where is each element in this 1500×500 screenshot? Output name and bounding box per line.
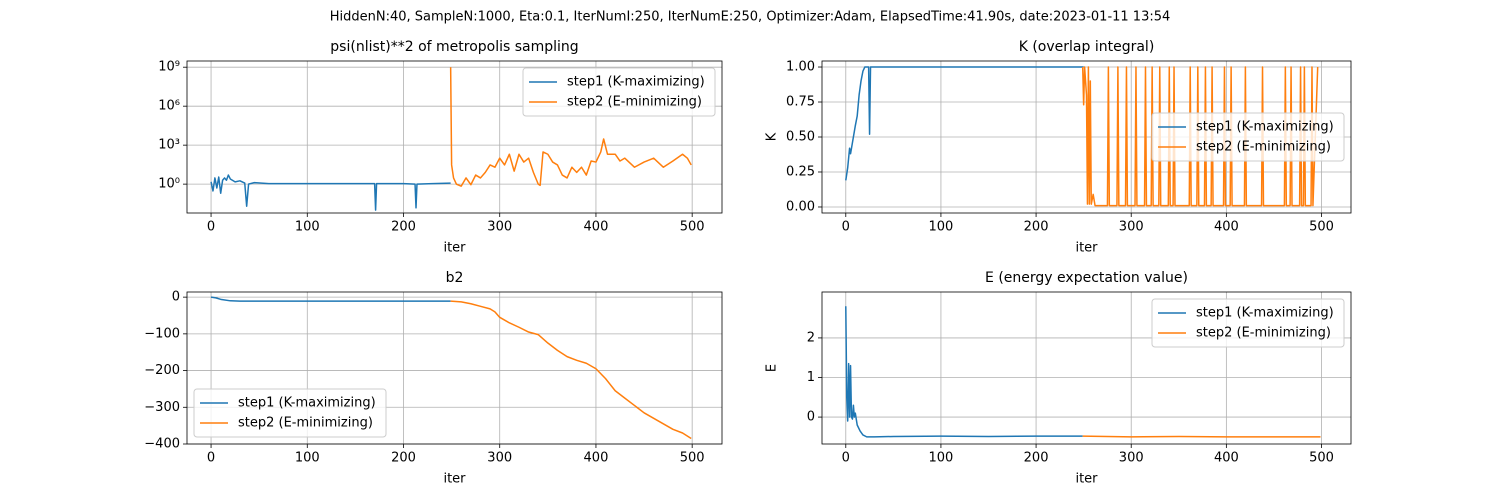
subplot: 0 100 200 300 400 500 −400 −300 −200 −100 0 b2 iter s… <box>144 270 723 487</box>
y-tick-label: 1 <box>807 370 815 385</box>
x-tick-label: 200 <box>391 220 416 235</box>
x-tick-label: 100 <box>929 451 954 466</box>
y-tick-label: −300 <box>144 400 180 415</box>
data-line <box>1082 435 1321 438</box>
x-tick-label: 500 <box>680 451 705 466</box>
legend-label: step2 (E-minimizing) <box>1196 140 1331 155</box>
subplot-title: psi(nlist)**2 of metropolis sampling <box>330 39 578 55</box>
y-tick-label: 0 <box>172 290 180 305</box>
x-tick-label: 400 <box>584 220 609 235</box>
y-tick-label: 10⁶ <box>158 99 180 114</box>
axes-frame <box>821 60 1352 214</box>
y-tick-label: 10⁹ <box>158 60 180 75</box>
x-tick-label: 300 <box>487 451 512 466</box>
legend: step1 (K-maximizing) step2 (E-minimizing) <box>193 388 387 438</box>
x-tick-label: 400 <box>1214 451 1239 466</box>
x-tick-label: 100 <box>295 220 320 235</box>
x-tick-label: 400 <box>1214 220 1239 235</box>
data-line <box>210 174 451 211</box>
legend-label: step2 (E-minimizing) <box>567 95 702 110</box>
y-tick-label: −400 <box>144 437 180 452</box>
x-tick-label: 0 <box>842 451 850 466</box>
x-axis-label: iter <box>1075 241 1098 256</box>
x-tick-label: 200 <box>1024 451 1049 466</box>
y-tick-label: 0.00 <box>786 199 815 214</box>
y-tick-label: 0.50 <box>786 130 815 145</box>
x-tick-label: 200 <box>391 451 416 466</box>
legend-label: step1 (K-maximizing) <box>567 75 705 90</box>
y-tick-label: −100 <box>144 326 180 341</box>
y-axis-label: K <box>765 132 780 141</box>
subplot: 0 100 200 300 400 500 0.00 0.25 0.50 0.75 1.00 K (o… <box>765 39 1352 256</box>
legend-label: step2 (E-minimizing) <box>1196 326 1331 341</box>
data-line <box>845 66 1084 181</box>
y-axis-label: E <box>765 364 780 372</box>
x-tick-label: 500 <box>1309 220 1334 235</box>
x-tick-label: 0 <box>207 451 215 466</box>
y-tick-label: 10³ <box>158 138 180 153</box>
x-axis-label: iter <box>443 472 466 487</box>
x-tick-label: 300 <box>1119 220 1144 235</box>
y-tick-label: 0.25 <box>786 164 815 179</box>
x-tick-label: 500 <box>1309 451 1334 466</box>
x-tick-label: 0 <box>207 220 215 235</box>
legend-box <box>1151 298 1345 348</box>
legend-label: step1 (K-maximizing) <box>238 396 376 411</box>
data-line <box>449 67 692 187</box>
x-tick-label: 400 <box>584 451 609 466</box>
x-tick-label: 500 <box>680 220 705 235</box>
legend-box <box>522 67 716 117</box>
y-tick-label: −200 <box>144 363 180 378</box>
x-axis-label: iter <box>1075 472 1098 487</box>
legend-box <box>193 388 387 438</box>
y-tick-label: 1.00 <box>786 60 815 75</box>
legend-label: step2 (E-minimizing) <box>238 416 373 431</box>
subplot-title: E (energy expectation value) <box>985 270 1188 286</box>
subplot-title: K (overlap integral) <box>1019 39 1155 55</box>
subplot: 0 100 200 300 400 500 10⁰ 10³ 10⁶ 10⁹ psi(nlist)**… <box>158 39 723 256</box>
data-line <box>845 306 1083 438</box>
x-axis-label: iter <box>443 241 466 256</box>
x-tick-label: 100 <box>295 451 320 466</box>
axes-frame <box>186 291 723 445</box>
legend: step1 (K-maximizing) step2 (E-minimizing) <box>1151 298 1345 348</box>
x-tick-label: 300 <box>1119 451 1144 466</box>
axes-frame <box>186 60 723 214</box>
legend: step1 (K-maximizing) step2 (E-minimizing) <box>522 67 716 117</box>
x-tick-label: 0 <box>842 220 850 235</box>
subplot: 0 100 200 300 400 500 0 1 2 E (energy expectation… <box>765 270 1352 487</box>
legend-label: step1 (K-maximizing) <box>1196 306 1334 321</box>
y-tick-label: 10⁰ <box>158 177 180 192</box>
y-tick-label: 2 <box>807 330 815 345</box>
x-tick-label: 200 <box>1024 220 1049 235</box>
data-line <box>450 300 692 440</box>
subplot-title: b2 <box>446 270 464 286</box>
data-line <box>210 296 451 302</box>
x-tick-label: 300 <box>487 220 512 235</box>
y-tick-label: 0.75 <box>786 95 815 110</box>
legend: step1 (K-maximizing) step2 (E-minimizing) <box>1151 112 1345 162</box>
y-tick-label: 0 <box>807 410 815 425</box>
figure-title: HiddenN:40, SampleN:1000, Eta:0.1, IterN… <box>330 10 1171 25</box>
axes-frame <box>821 291 1352 445</box>
legend-box <box>1151 112 1345 162</box>
legend-label: step1 (K-maximizing) <box>1196 120 1334 135</box>
x-tick-label: 100 <box>929 220 954 235</box>
